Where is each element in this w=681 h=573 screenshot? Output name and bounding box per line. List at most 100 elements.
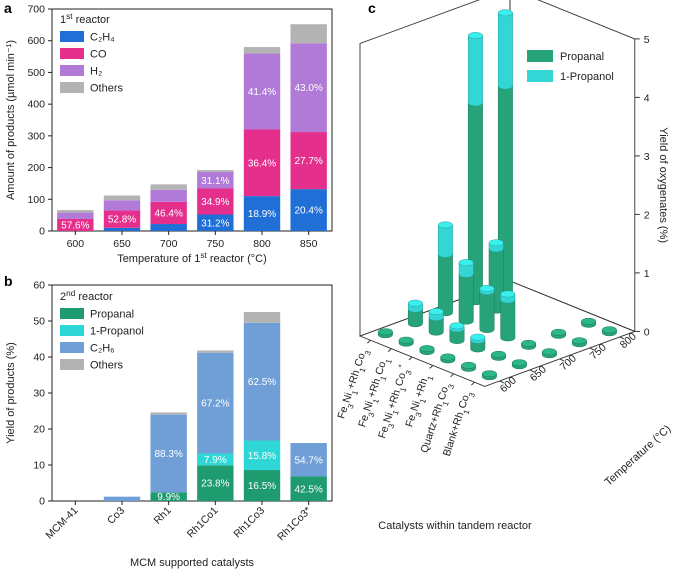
bar3d-propanal-fe3ni1-rh1co3-650 [407,308,423,328]
data-label-1-propanol-4: 15.8% [248,451,276,462]
legend-title-part: 1 [60,14,66,26]
bar-c2h4-650 [103,227,141,231]
text-part: 3 [467,391,477,399]
bar3d-propanal-fe3ni1-rh1-700 [500,299,516,342]
bar-others-700 [150,184,187,190]
y-tick-label: 100 [27,194,45,206]
bar-h2-850 [290,43,327,133]
legend-title: 2nd reactor [60,289,113,304]
bar3d-propanal-quartz-rh1co3-600-top [461,361,477,369]
z-tick-label: 2 [644,209,650,221]
bar3d-propanal-quartz-rh1co3-650-top [491,350,507,358]
text-part: 3 [386,422,396,430]
bar-c2h4-750 [197,214,234,231]
back-wall-right [509,0,636,333]
text-part: Co [436,385,452,402]
bar-propanal-rh1co1 [197,465,234,501]
y-tick-label: 300 [27,130,45,142]
text-part: +Rh [366,377,384,399]
y-tick-label: 700 [27,4,45,16]
bar3d-propanal-blank-rh1co3-750-top [571,337,587,345]
bar3d-1-propanol-fe3ni1-rh1co1-650-top [428,308,444,316]
bar3d-1-propanol-fe3ni1-rh1co3-750 [467,35,483,107]
y-tick-label: 50 [33,316,45,328]
text-part: 3 [345,402,355,410]
catalyst-tick [450,373,454,378]
bar-c2h6-co3 [103,496,141,501]
y-tick-label: 600 [27,35,45,47]
bar3d-propanal-fe3ni1-rh1co3-650 [449,328,465,344]
text-part: Blank+Rh [441,410,467,457]
bar-h2-750 [197,172,234,189]
bar-others-650 [103,195,141,201]
data-label-c2h6-2: 88.3% [154,449,182,460]
data-label-1-propanol-3: 7.9% [204,455,227,466]
bar-propanal-rh1co3 [290,476,327,501]
z-tick-label: 3 [644,151,650,163]
bar3d-propanal-fe3ni1-rh1co3-600-top [419,345,435,353]
temp-tick [529,369,535,373]
y-tick-label: 0 [39,496,45,508]
bar3d-propanal-fe3ni1-rh1co1-700 [458,274,474,325]
text-part: Fe [376,424,391,440]
data-label-c2h4-4: 18.9% [248,209,276,220]
text-part: Fe [403,413,418,429]
bar3d-1-propanol-fe3ni1-rh1co3-800-top [497,9,513,17]
legend-label-h2: H₂ [90,66,102,78]
catalyst-tick [429,365,434,369]
z-tick-label: 1 [644,268,650,280]
y-tick-label: 20 [33,424,45,436]
bar-propanal-rh1 [150,492,187,501]
text-part: Ni [361,400,375,413]
c-legend-swatch-1-propanol [527,70,553,82]
temp-tick [499,380,505,384]
data-label-co-2: 46.4% [154,208,182,219]
text-part: 3 [446,382,456,390]
legend-title-part: 2 [60,291,66,303]
chart-c: 0 1 2 3 4 5 Yield of oxygenates (%) 600 650 700 75… [335,0,673,532]
x-tick-label-rh1: Rh1 [152,505,174,527]
text-part: 1 [461,408,471,415]
text-part: 1 [350,389,360,396]
legend-title: 1st reactor [60,12,110,27]
z-tick-label: 0 [644,326,650,338]
legend-swatch-c2h6 [60,342,84,353]
temp-tick-label-800: 800 [618,330,639,351]
bar-c2h6-rh1co3 [290,443,327,477]
temp-tick-label-750: 750 [588,341,609,362]
bar-others-850 [290,24,327,44]
text-part: +Rh [386,388,404,410]
text-part: Co [456,393,472,410]
catalyst-label-fe3ni1-rh1co3: Fe3Ni1+Rh1Co3* [374,363,415,441]
x-axis-label: MCM supported catalysts [130,557,255,569]
legend-swatch-c2h4 [60,31,84,42]
bar3d-1-propanol-fe3ni1-rh1co3-700-top [479,285,495,292]
bar-h2-650 [103,200,141,211]
data-label-propanal-2: 9.9% [157,492,180,503]
text-part: +Rh [345,368,363,390]
legend-title-part: reactor [73,14,111,26]
bar-others-rh1 [150,412,187,415]
text-part: 3 [403,369,413,377]
bar-others-rh1co3 [243,312,281,323]
bar-co-700 [150,201,187,225]
catalyst-tick [387,348,392,352]
y-tick-label: 10 [33,460,45,472]
text-part: * [396,363,406,369]
panel-label-a: a [4,0,12,16]
legend-label-1-propanol: 1-Propanol [90,326,144,338]
text-part: Ni [408,400,422,413]
bar-c2h6-rh1 [150,414,187,493]
catalyst-tick [471,381,475,386]
legend-label-c2h4: C₂H₄ [90,32,115,44]
bar3d-propanal-fe3ni1-rh1co3-700 [479,291,495,333]
panel-label-b: b [4,273,13,289]
data-label-h2-4: 41.4% [248,87,276,98]
legend-swatch-co [60,48,84,59]
z-axis-label: Yield of oxygenates (%) [657,127,669,243]
temp-tick-label-650: 650 [528,363,549,384]
data-label-h2-3: 31.1% [201,176,229,187]
bar3d-propanal-blank-rh1co3-600-top [481,370,497,378]
data-label-h2-5: 43.0% [294,83,322,94]
